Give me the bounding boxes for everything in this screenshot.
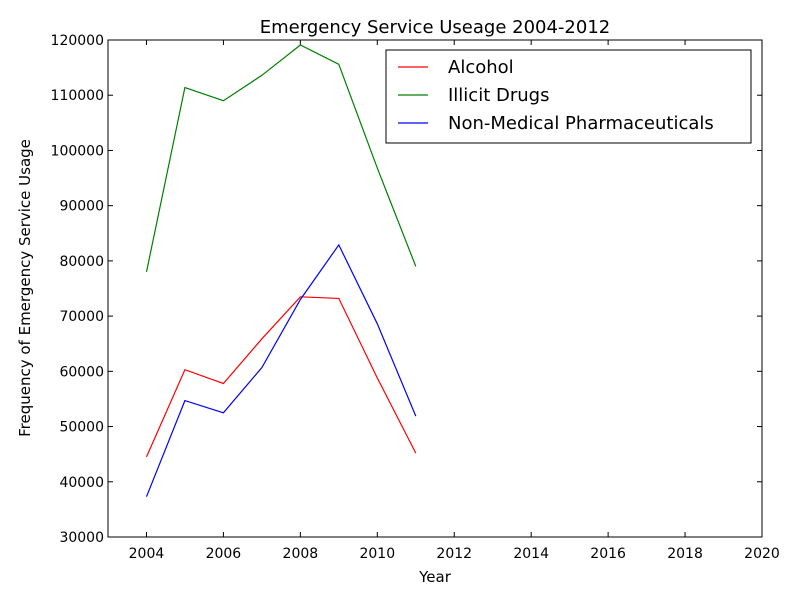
x-tick-label: 2008 [283, 546, 319, 562]
series-line-non-medical-pharmaceuticals [145, 243, 417, 497]
x-tick-label: 2020 [744, 546, 780, 562]
x-tick-label: 2004 [129, 546, 165, 562]
x-axis-label: Year [418, 568, 452, 586]
x-tick-label: 2012 [436, 546, 472, 562]
legend-label-non-medical-pharmaceuticals: Non-Medical Pharmaceuticals [448, 113, 714, 134]
y-tick-label: 60000 [59, 364, 104, 380]
series-lines [145, 44, 417, 497]
y-tick-label: 50000 [59, 420, 104, 436]
legend: Alcohol Illicit Drugs Non-Medical Pharmace… [385, 49, 752, 144]
x-tick-label: 2006 [206, 546, 242, 562]
x-tick-label: 2014 [513, 546, 549, 562]
y-tick-label: 30000 [59, 530, 104, 546]
y-tick-label: 110000 [51, 88, 104, 104]
x-axis-ticks: 2004 2006 2008 2010 2012 2014 2016 2018 2020 [129, 40, 780, 562]
plot-frame [107, 39, 763, 538]
y-tick-label: 80000 [59, 254, 104, 270]
legend-label-alcohol: Alcohol [448, 57, 514, 78]
y-axis-ticks: 30000 40000 50000 60000 70000 80000 90000 10000… [51, 33, 762, 546]
x-tick-label: 2018 [667, 546, 703, 562]
legend-label-illicit-drugs: Illicit Drugs [448, 85, 549, 106]
series-line-alcohol [145, 296, 417, 458]
y-tick-label: 40000 [59, 475, 104, 491]
series-line-illicit-drugs [145, 44, 417, 273]
x-tick-label: 2010 [359, 546, 395, 562]
y-tick-label: 120000 [51, 33, 104, 49]
x-tick-label: 2016 [590, 546, 626, 562]
y-axis-label: Frequency of Emergency Service Usage [16, 139, 34, 437]
legend-box [385, 49, 752, 144]
y-tick-label: 70000 [59, 309, 104, 325]
y-tick-label: 100000 [51, 143, 104, 159]
chart-title: Emergency Service Useage 2004-2012 [260, 17, 610, 38]
y-tick-label: 90000 [59, 199, 104, 215]
